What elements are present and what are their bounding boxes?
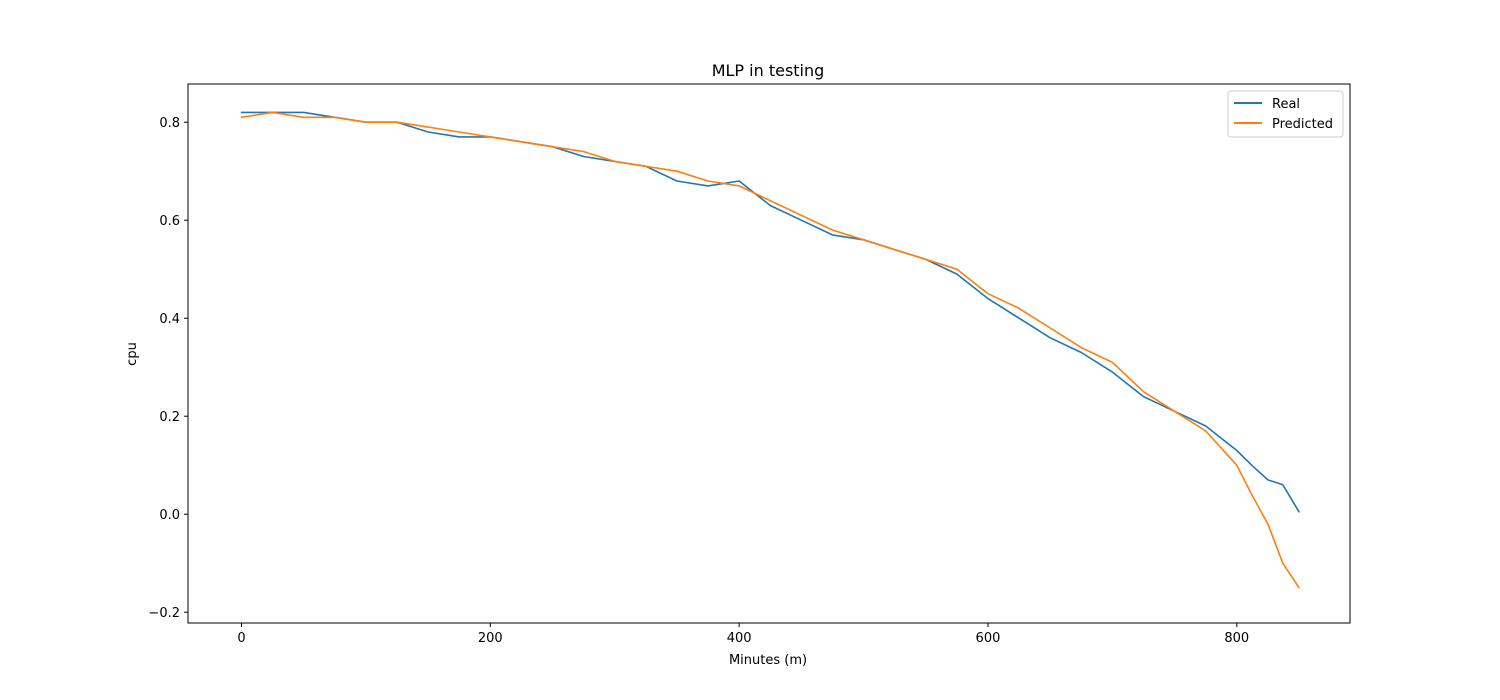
y-tick-label: 0.6 (159, 214, 180, 229)
legend: Real Predicted (1227, 90, 1344, 138)
y-axis-ticks: −0.2 0.0 0.2 0.4 0.6 0.8 (148, 116, 188, 621)
series-line-predicted (240, 111, 1300, 589)
x-tick-label: 0 (237, 631, 245, 646)
y-tick-label: 0.8 (159, 116, 180, 131)
x-axis-ticks: 0 200 400 600 800 (237, 623, 1249, 646)
legend-label-predicted: Predicted (1272, 117, 1333, 132)
x-tick-label: 600 (976, 631, 1001, 646)
y-tick-label: −0.2 (148, 606, 180, 621)
y-tick-label: 0.2 (159, 410, 180, 425)
axes-frame (187, 83, 1351, 624)
x-tick-label: 800 (1224, 631, 1249, 646)
x-tick-label: 200 (478, 631, 503, 646)
y-axis-label: cpu (125, 342, 140, 366)
x-tick-label: 400 (727, 631, 752, 646)
chart-title: MLP in testing (712, 61, 825, 80)
plot-area (187, 83, 1351, 624)
x-axis-label: Minutes (m) (729, 653, 807, 668)
y-tick-label: 0.0 (159, 508, 180, 523)
legend-label-real: Real (1272, 97, 1300, 112)
series-group (240, 111, 1300, 589)
y-tick-label: 0.4 (159, 312, 180, 327)
